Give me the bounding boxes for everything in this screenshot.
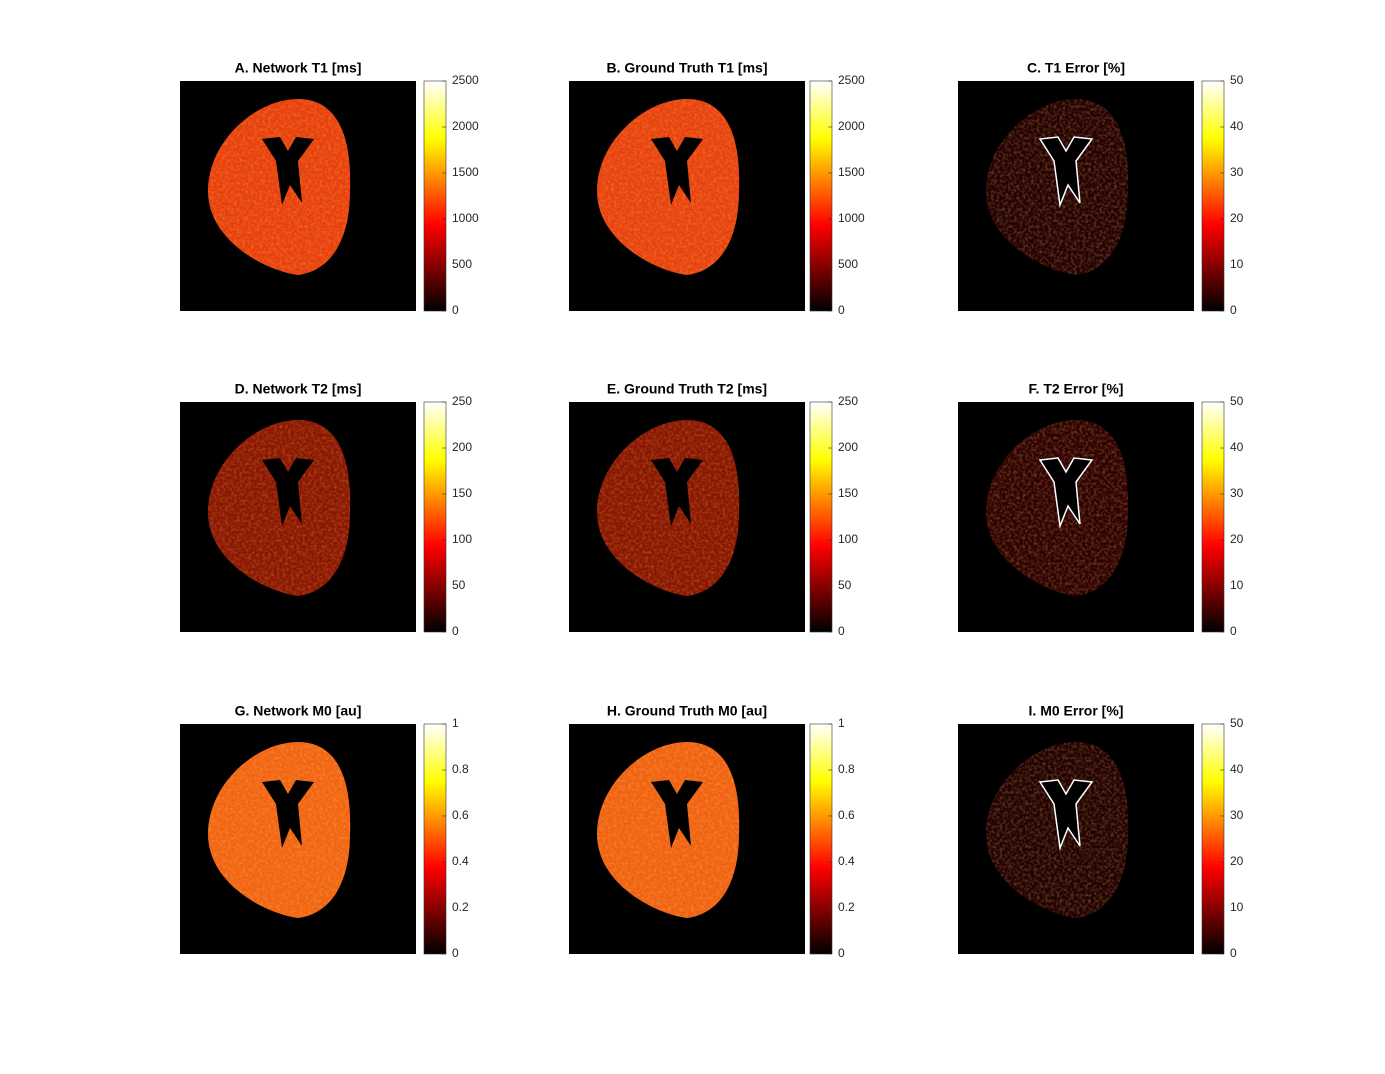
colorbar-tick-label: 40 — [1230, 440, 1244, 454]
colorbar-tick-label: 200 — [452, 440, 472, 454]
brain-texture — [597, 420, 740, 596]
colorbar-tick-label: 10 — [1230, 900, 1244, 914]
colorbar-tick-label: 50 — [452, 578, 466, 592]
colorbar — [423, 80, 447, 312]
colorbar-tick-label: 10 — [1230, 257, 1244, 271]
colorbar-tick-label: 0 — [1230, 303, 1237, 317]
colorbar-tick-label: 0.4 — [452, 854, 469, 868]
panel-title: H. Ground Truth M0 [au] — [607, 703, 767, 719]
brain-texture — [208, 420, 351, 596]
colorbar-tick-label: 10 — [1230, 578, 1244, 592]
colorbar-tick-label: 0 — [452, 946, 459, 960]
colorbar-tick-label: 1500 — [838, 165, 865, 179]
colorbar-tick-label: 30 — [1230, 486, 1244, 500]
colorbar-tick-label: 1000 — [452, 211, 479, 225]
colorbar-tick-label: 1000 — [838, 211, 865, 225]
colorbar-tick-label: 2000 — [452, 119, 479, 133]
ventricles — [262, 780, 314, 848]
brain-texture — [597, 742, 740, 918]
colorbar-tick-label: 0 — [838, 624, 845, 638]
colorbar-tick-label: 250 — [452, 394, 472, 408]
colorbar — [1201, 723, 1225, 955]
brain-texture — [208, 99, 351, 275]
colorbar-tick-label: 50 — [1230, 73, 1244, 87]
panel: B. Ground Truth T1 [ms] 0 500 1000 1500 2000 2… — [569, 60, 865, 317]
panel-title: D. Network T2 [ms] — [235, 381, 362, 397]
colorbar-tick-label: 150 — [452, 486, 472, 500]
panel-title: F. T2 Error [%] — [1029, 381, 1124, 397]
colorbar-tick-label: 2500 — [838, 73, 865, 87]
panel-title: E. Ground Truth T2 [ms] — [607, 381, 767, 397]
colorbar — [423, 401, 447, 633]
colorbar-tick-label: 500 — [838, 257, 858, 271]
ventricles — [651, 458, 703, 526]
colorbar-tick-label: 0 — [838, 303, 845, 317]
ventricles — [262, 458, 314, 526]
colorbar-tick-label: 20 — [1230, 211, 1244, 225]
colorbar-tick-label: 0.6 — [452, 808, 469, 822]
colorbar-tick-label: 30 — [1230, 165, 1244, 179]
colorbar-tick-label: 0.6 — [838, 808, 855, 822]
ventricles — [1038, 136, 1094, 208]
colorbar-tick-label: 0.2 — [452, 900, 469, 914]
colorbar-tick-label: 250 — [838, 394, 858, 408]
colorbar-tick-label: 150 — [838, 486, 858, 500]
ventricles — [262, 137, 314, 205]
colorbar — [1201, 401, 1225, 633]
colorbar-tick-label: 100 — [838, 532, 858, 546]
colorbar-tick-label: 0 — [452, 624, 459, 638]
colorbar-tick-label: 2500 — [452, 73, 479, 87]
colorbar-tick-label: 0 — [1230, 624, 1237, 638]
colorbar-tick-label: 50 — [1230, 394, 1244, 408]
ventricles — [1038, 779, 1094, 851]
ventricles — [1038, 457, 1094, 529]
colorbar — [809, 401, 833, 633]
colorbar-tick-label: 0.8 — [838, 762, 855, 776]
ventricles — [651, 780, 703, 848]
colorbar-tick-label: 2000 — [838, 119, 865, 133]
colorbar-tick-label: 0 — [452, 303, 459, 317]
colorbar-tick-label: 0.4 — [838, 854, 855, 868]
colorbar-tick-label: 0.8 — [452, 762, 469, 776]
panel: F. T2 Error [%] 0 10 20 30 40 50 — [958, 381, 1244, 638]
colorbar-tick-label: 40 — [1230, 762, 1244, 776]
brain-texture — [208, 742, 351, 918]
panel-title: I. M0 Error [%] — [1029, 703, 1124, 719]
brain-texture — [597, 99, 740, 275]
colorbar-tick-label: 200 — [838, 440, 858, 454]
colorbar-tick-label: 0 — [1230, 946, 1237, 960]
colorbar-tick-label: 0.2 — [838, 900, 855, 914]
panel: H. Ground Truth M0 [au] 0 0.2 0.4 0.6 0.8 1 — [569, 703, 855, 960]
panel-title: B. Ground Truth T1 [ms] — [607, 60, 768, 76]
colorbar-tick-label: 20 — [1230, 532, 1244, 546]
panel-title: A. Network T1 [ms] — [235, 60, 362, 76]
colorbar — [809, 723, 833, 955]
panel: E. Ground Truth T2 [ms] 0 50 100 150 200 250 — [569, 381, 858, 638]
colorbar — [1201, 80, 1225, 312]
panel: A. Network T1 [ms] 0 500 1000 1500 2000 2500 — [180, 60, 479, 317]
colorbar-tick-label: 50 — [838, 578, 852, 592]
colorbar — [809, 80, 833, 312]
colorbar-tick-label: 0 — [838, 946, 845, 960]
colorbar-tick-label: 1 — [452, 716, 459, 730]
panel: I. M0 Error [%] 0 10 20 30 40 50 — [958, 703, 1244, 960]
colorbar-tick-label: 50 — [1230, 716, 1244, 730]
colorbar-tick-label: 1 — [838, 716, 845, 730]
colorbar-tick-label: 100 — [452, 532, 472, 546]
colorbar-tick-label: 30 — [1230, 808, 1244, 822]
colorbar-tick-label: 1500 — [452, 165, 479, 179]
ventricles — [651, 137, 703, 205]
panel: D. Network T2 [ms] 0 50 100 150 200 250 — [180, 381, 472, 638]
colorbar-tick-label: 20 — [1230, 854, 1244, 868]
colorbar-tick-label: 40 — [1230, 119, 1244, 133]
panel-title: G. Network M0 [au] — [235, 703, 362, 719]
panel-title: C. T1 Error [%] — [1027, 60, 1125, 76]
panel: G. Network M0 [au] 0 0.2 0.4 0.6 0.8 1 — [180, 703, 469, 960]
colorbar-tick-label: 500 — [452, 257, 472, 271]
panel: C. T1 Error [%] 0 10 20 30 40 50 — [958, 60, 1244, 317]
colorbar — [423, 723, 447, 955]
